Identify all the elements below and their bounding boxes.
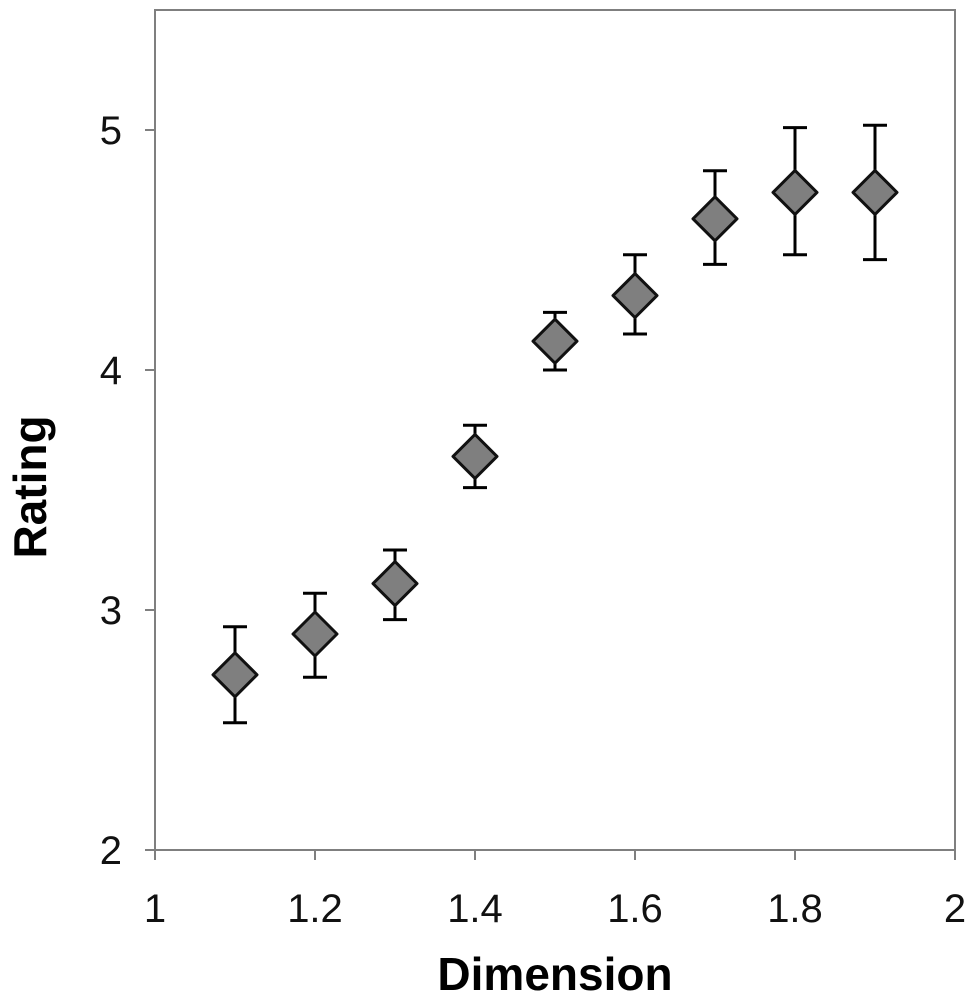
x-tick-label: 1.4 (447, 887, 503, 931)
data-markers (211, 168, 899, 699)
y-tick-label: 2 (100, 829, 122, 873)
data-point-diamond (611, 272, 659, 320)
data-point-diamond (451, 432, 499, 480)
y-axis-ticks: 2 3 4 5 (100, 109, 155, 873)
y-tick-label: 5 (100, 109, 122, 153)
data-point-diamond (691, 195, 739, 243)
data-point-diamond (371, 560, 419, 608)
x-axis-title: Dimension (437, 948, 672, 1000)
x-tick-label: 2 (944, 887, 966, 931)
y-tick-label: 4 (100, 349, 122, 393)
data-point-diamond (851, 168, 899, 216)
data-point-diamond (211, 651, 259, 699)
x-tick-label: 1.8 (767, 887, 823, 931)
data-point-diamond (531, 317, 579, 365)
y-tick-label: 3 (100, 589, 122, 633)
data-point-diamond (291, 610, 339, 658)
y-axis-title: Rating (4, 415, 56, 558)
x-axis-ticks: 1 1.2 1.4 1.6 1.8 2 (144, 850, 966, 931)
plot-area (154, 9, 956, 851)
x-tick-label: 1.2 (287, 887, 343, 931)
x-tick-label: 1 (144, 887, 166, 931)
data-point-diamond (771, 168, 819, 216)
x-tick-label: 1.6 (607, 887, 663, 931)
